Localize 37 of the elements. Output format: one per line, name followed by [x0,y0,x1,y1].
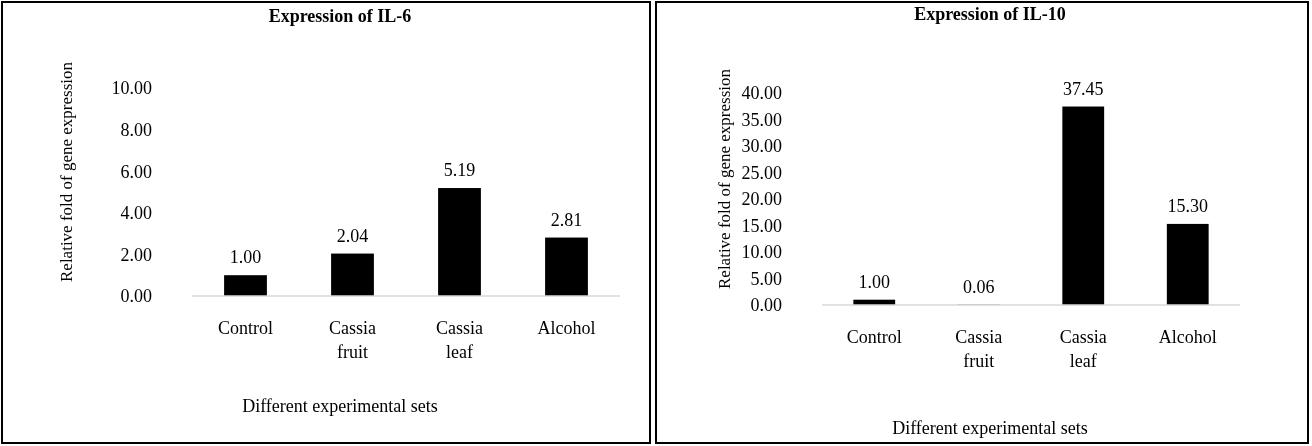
y-axis-title: Relative fold of gene expression [57,61,76,282]
y-tick-label: 30.00 [741,136,782,157]
x-tick-label: Alcohol [537,318,596,338]
y-tick-label: 10.00 [741,242,782,263]
x-axis-title: Different experimental sets [242,396,438,416]
data-label: 5.19 [443,160,476,181]
x-tick-label: Cassia fruit [955,327,1003,371]
x-tick-label: Cassia leaf [436,318,484,362]
y-tick-label: 0.00 [750,295,782,316]
y-tick-label: 6.00 [120,161,152,182]
data-label: 0.06 [963,276,995,297]
chart-title: Expression of IL-6 [268,6,412,26]
y-tick-label: 5.00 [750,268,782,289]
y-axis-title: Relative fold of gene expression [715,68,734,289]
data-label: 2.81 [550,209,583,230]
y-tick-label: 20.00 [741,189,782,210]
x-tick-label: Control [846,327,902,347]
x-tick-label: Control [217,318,274,338]
data-label: 37.45 [1063,78,1104,99]
y-tick-label: 8.00 [120,119,152,140]
y-tick-label: 4.00 [120,203,152,224]
y-tick-label: 15.00 [741,215,782,236]
data-label: 1.00 [858,271,890,292]
y-tick-label: 2.00 [120,244,152,265]
x-tick-label: Cassia leaf [1059,327,1107,371]
x-tick-label: Alcohol [1158,327,1217,347]
x-tick-label: Cassia fruit [329,318,377,362]
data-label: 2.04 [336,225,369,246]
y-tick-label: 40.00 [741,83,782,104]
y-tick-label: 10.00 [111,78,152,99]
y-tick-label: 35.00 [741,109,782,130]
y-tick-label: 0.00 [120,286,152,307]
chart-title: Expression of IL-10 [914,4,1066,24]
data-label: 1.00 [229,247,262,268]
y-tick-label: 25.00 [741,162,782,183]
x-axis-title: Different experimental sets [892,418,1088,438]
data-label: 15.30 [1167,195,1208,216]
